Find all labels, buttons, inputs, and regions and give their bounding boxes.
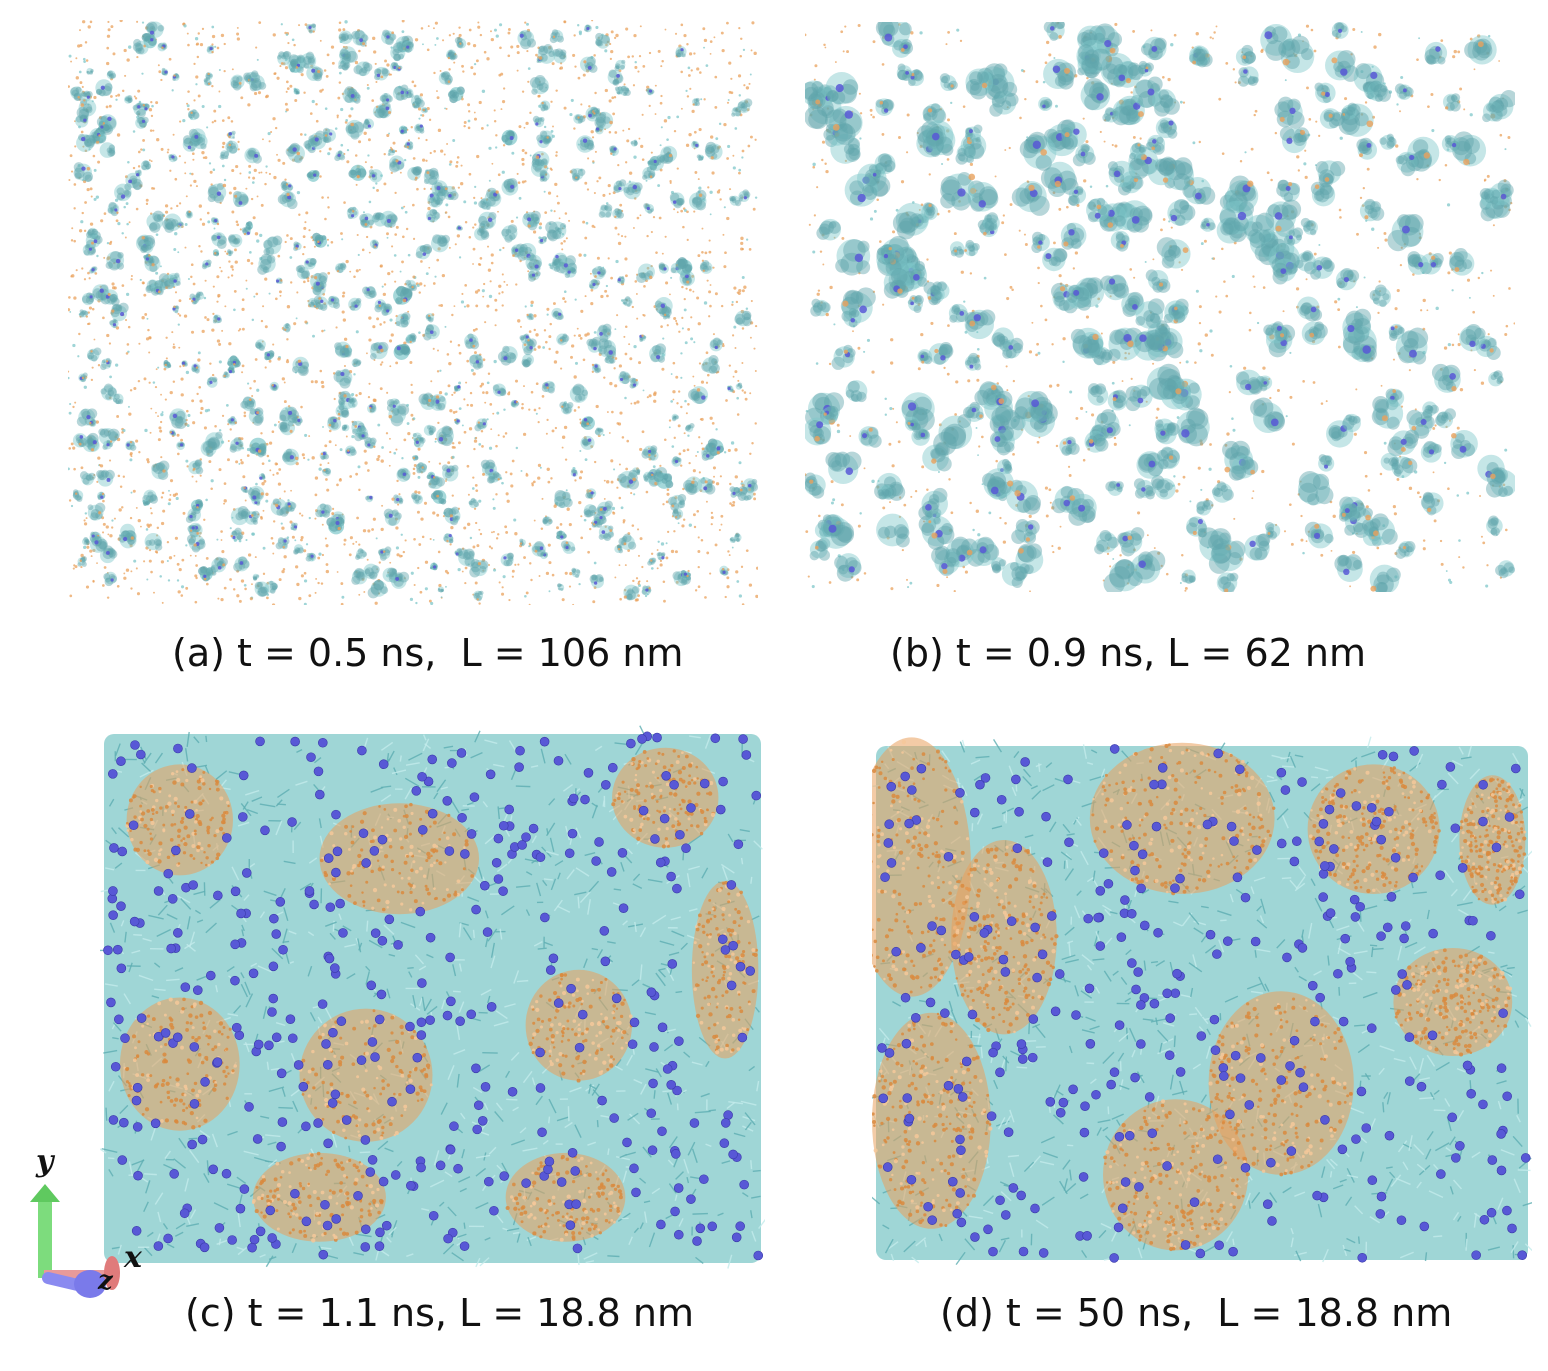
snapshot-a-render: [68, 20, 758, 605]
caption-a: (a) t = 0.5 ns, L = 106 nm: [172, 631, 684, 675]
snapshot-d-image: [872, 732, 1532, 1272]
snapshot-b-image: [805, 22, 1515, 592]
snapshot-a-image: [68, 20, 758, 605]
snapshot-d-render: [872, 736, 1532, 1266]
z-axis-arrowhead: [74, 1270, 106, 1298]
y-axis-shaft: [38, 1198, 52, 1278]
caption-b: (b) t = 0.9 ns, L = 62 nm: [890, 631, 1367, 675]
y-axis-arrowhead: [30, 1184, 60, 1202]
y-axis-label: y: [36, 1144, 54, 1179]
snapshot-c-image: [100, 720, 765, 1275]
caption-c: (c) t = 1.1 ns, L = 18.8 nm: [185, 1291, 695, 1335]
x-axis-label: x: [124, 1240, 142, 1275]
snapshot-b-render: [805, 22, 1515, 592]
caption-d: (d) t = 50 ns, L = 18.8 nm: [940, 1291, 1453, 1335]
z-axis-label: z: [98, 1266, 113, 1296]
axes-triad: y x z: [20, 1140, 160, 1300]
axes-triad-icon: [30, 1184, 120, 1298]
x-axis-arrowhead: [104, 1256, 120, 1290]
snapshot-c-render: [100, 725, 765, 1269]
